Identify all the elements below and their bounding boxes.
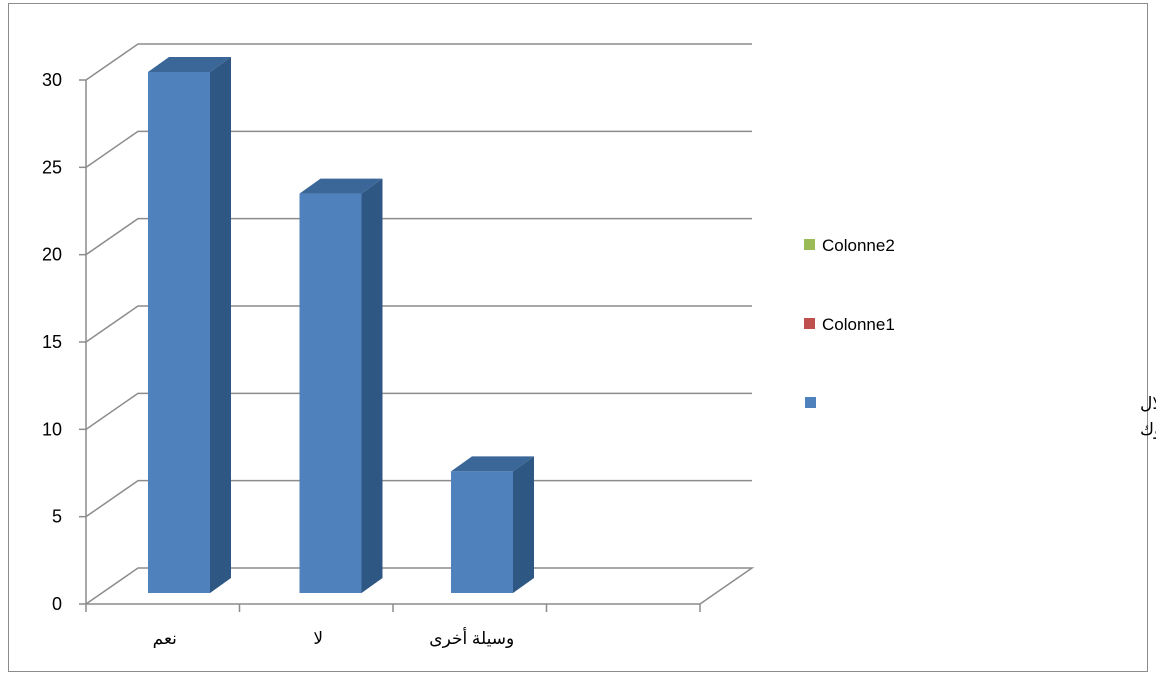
legend-entry: هل علمت بعملية الإحصاء من خلال صفحة البلد… <box>805 394 1156 439</box>
y-tick-label: 0 <box>52 594 62 614</box>
grid-layer <box>85 43 752 518</box>
y-tick-label: 10 <box>42 419 62 439</box>
x-tick-label: نعم <box>153 629 177 649</box>
bar-side <box>361 178 383 594</box>
floor-outline <box>85 567 755 605</box>
y-tick-label: 30 <box>42 70 62 90</box>
bar <box>451 456 534 593</box>
legend-swatch <box>804 318 815 329</box>
legend-label: هل علمت بعملية الإحصاء من خلال <box>1140 394 1156 413</box>
x-tick-label: وسيلة أخرى <box>429 627 514 648</box>
gridline <box>85 479 752 518</box>
legend-label: Colonne2 <box>822 236 895 255</box>
legend-entry: Colonne2 <box>804 236 895 255</box>
gridline <box>85 392 752 430</box>
bar <box>299 178 383 594</box>
legend-label: Colonne1 <box>822 315 895 334</box>
y-tick-label: 5 <box>52 507 62 527</box>
gridline <box>85 130 752 168</box>
bar-side <box>210 57 231 593</box>
bar <box>148 57 231 593</box>
gridline <box>85 217 752 256</box>
gridline <box>85 43 752 81</box>
axis-layer <box>79 79 755 612</box>
bar-top <box>148 57 231 72</box>
bar-front <box>299 193 362 594</box>
y-tick-label: 20 <box>42 245 62 265</box>
bar-top <box>299 178 383 194</box>
bar-front <box>148 72 210 593</box>
legend: Colonne2 Colonne1 هل علمت بعملية الإحصاء م… <box>804 236 1156 439</box>
bar-layer <box>148 57 534 594</box>
legend-entry: Colonne1 <box>804 315 895 334</box>
label-layer: 0 5 10 15 20 25 30 نعم لا وسيلة أخرى <box>42 70 514 649</box>
gridline <box>85 305 752 343</box>
y-tick-label: 25 <box>42 157 62 177</box>
y-tick-label: 15 <box>42 332 62 352</box>
legend-swatch <box>804 239 815 250</box>
bar-front <box>451 471 513 593</box>
legend-label: صفحة البلدية على الفايسبوك <box>1140 420 1156 439</box>
bar-side <box>513 456 534 593</box>
bar-top <box>451 456 534 472</box>
x-tick-label: لا <box>313 629 323 648</box>
legend-swatch <box>805 397 816 408</box>
